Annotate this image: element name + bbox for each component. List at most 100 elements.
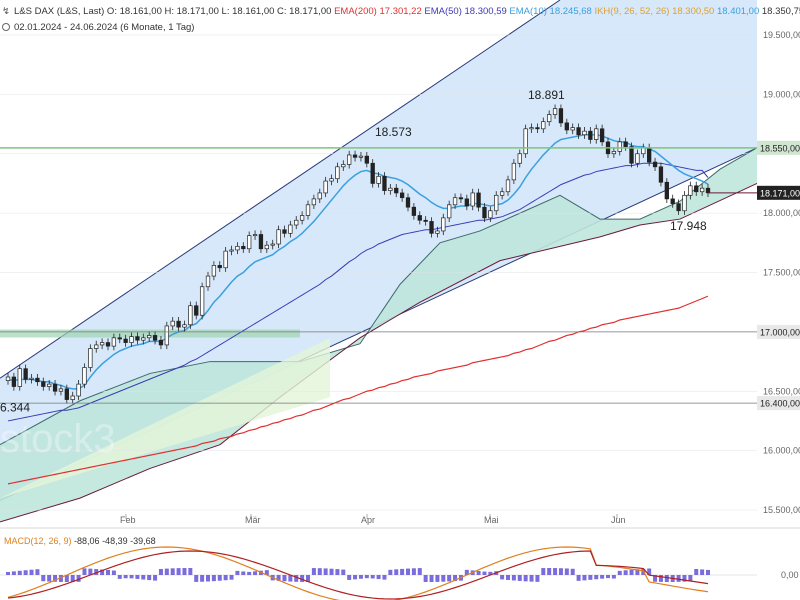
macd-histogram-bar xyxy=(547,568,552,575)
candle-body xyxy=(182,324,187,328)
candle-body xyxy=(441,217,446,232)
candle-body xyxy=(594,128,599,140)
candle xyxy=(329,174,334,186)
candle xyxy=(158,336,164,350)
macd-histogram-bar xyxy=(94,569,99,575)
macd-histogram-bar xyxy=(76,575,81,582)
candle-body xyxy=(558,108,564,124)
candle xyxy=(688,181,693,200)
macd-histogram-bar xyxy=(311,568,316,575)
candle-body xyxy=(564,122,569,131)
candle-body xyxy=(464,198,469,207)
candle xyxy=(552,104,558,119)
y-tick-label: 16.500,00 xyxy=(763,386,800,396)
macd-histogram-bar xyxy=(576,575,581,581)
candle-body xyxy=(52,383,58,392)
candle-body xyxy=(329,178,334,182)
candle-body xyxy=(88,348,93,368)
candle xyxy=(452,193,458,209)
candle xyxy=(541,117,546,133)
candle-body xyxy=(658,166,664,183)
header-item: EMA(50) xyxy=(422,6,462,17)
macd-histogram-bar xyxy=(106,569,110,575)
candle-body xyxy=(347,154,352,165)
macd-histogram-bar xyxy=(141,575,146,580)
macd-histogram-bar xyxy=(658,575,663,582)
y-tick-label: 15.500,00 xyxy=(763,505,800,515)
candle xyxy=(429,217,434,238)
candle-body xyxy=(670,198,675,204)
candle xyxy=(323,176,328,198)
candle xyxy=(470,188,475,211)
candle xyxy=(99,338,105,350)
candle-body xyxy=(394,187,399,194)
macd-zero-label: 0,00 xyxy=(781,570,799,580)
candle xyxy=(499,187,505,200)
candle-body xyxy=(311,198,317,206)
candle xyxy=(458,193,464,204)
macd-histogram-bar xyxy=(358,575,363,579)
header-icon: ↯ xyxy=(2,6,10,31)
candle xyxy=(652,157,658,171)
candle-body xyxy=(641,147,646,155)
macd-histogram-bar xyxy=(417,568,422,575)
macd-histogram-bar xyxy=(247,571,252,575)
macd-histogram-bar xyxy=(506,575,510,580)
candle xyxy=(164,321,169,350)
candle xyxy=(482,203,487,223)
macd-histogram-bar xyxy=(594,575,599,580)
candle-body xyxy=(405,197,411,208)
annotation-low-left: 6.344 xyxy=(0,400,30,414)
candle xyxy=(76,379,81,401)
macd-histogram-bar xyxy=(382,575,387,580)
header-item: 18.300,59 xyxy=(462,6,507,17)
candle xyxy=(105,338,111,351)
macd-histogram-bar xyxy=(188,568,193,575)
candle xyxy=(623,137,628,151)
macd-histogram-bar xyxy=(300,575,305,582)
macd-histogram-bar xyxy=(17,570,22,575)
candle-body xyxy=(335,166,340,180)
macd-histogram-bar xyxy=(611,575,616,579)
candle xyxy=(488,206,493,223)
macd-histogram-bar xyxy=(635,569,640,575)
candle-body xyxy=(170,320,175,327)
header-item: L: 18.161,00 xyxy=(219,6,274,17)
macd-histogram-bar xyxy=(694,568,699,575)
header-item: 17.301,22 xyxy=(377,6,422,17)
candle xyxy=(564,118,569,135)
candle-body xyxy=(488,210,493,219)
candle xyxy=(17,364,22,391)
macd-histogram-bar xyxy=(170,568,175,575)
candle-body xyxy=(235,246,240,251)
macd-histogram-bar xyxy=(194,575,199,582)
candle-body xyxy=(664,181,669,200)
macd-histogram-bar xyxy=(676,575,681,582)
macd-histogram-bar xyxy=(364,575,369,579)
candlestick-series[interactable] xyxy=(5,104,711,404)
y-tick-label: 19.500,00 xyxy=(763,30,800,40)
candle xyxy=(35,374,40,386)
macd-histogram-bar xyxy=(517,575,522,581)
macd-histogram-bar xyxy=(217,575,222,581)
svg-text:↯: ↯ xyxy=(2,6,10,17)
candle-body xyxy=(99,342,105,346)
horizontal-levels[interactable]: 18.550,00 18.171,00 17.000,00 16.400,00 xyxy=(0,140,800,411)
candle-body xyxy=(58,388,64,392)
macd-histogram-bar xyxy=(88,568,93,575)
macd-histogram-bar xyxy=(482,571,487,575)
header-item: L&S DAX (L&S, Last) xyxy=(14,6,104,17)
candle xyxy=(270,239,275,250)
candle xyxy=(570,123,575,135)
candle xyxy=(494,191,499,215)
x-tick-label: Mai xyxy=(484,515,499,525)
macd-histogram-bar xyxy=(353,575,358,580)
macd-histogram-bar xyxy=(164,568,169,575)
candle-body xyxy=(158,339,164,346)
candle-body xyxy=(499,191,505,196)
candle-body xyxy=(552,108,558,115)
y-tick-label: 17.500,00 xyxy=(763,268,800,278)
chart-header-line2: 02.01.2024 - 24.06.2024 (6 Monate, 1 Tag… xyxy=(14,22,194,33)
macd-panel: 0,00 MACD(12, 26, 9) -88,06 -48,39 -39,68 xyxy=(0,536,799,600)
